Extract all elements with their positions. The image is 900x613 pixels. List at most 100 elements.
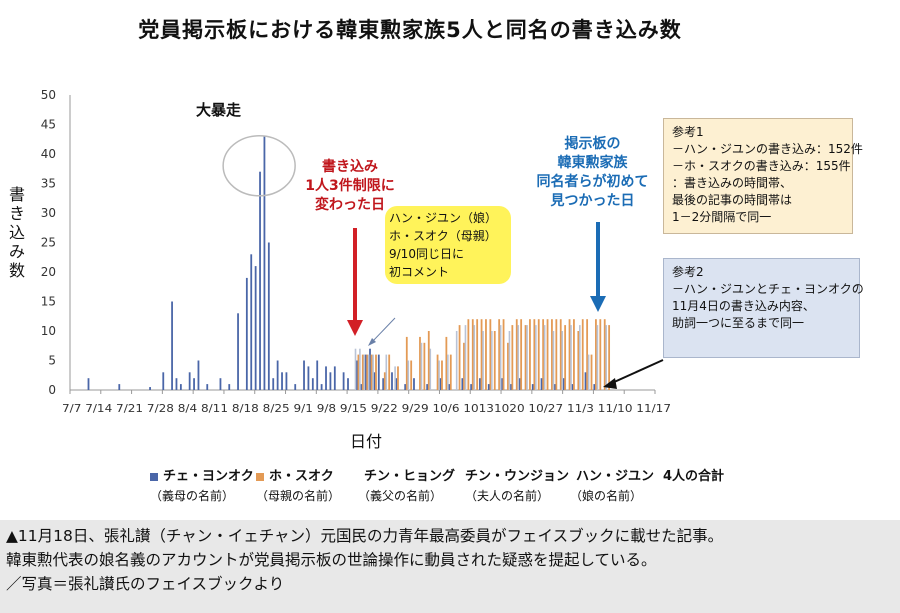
bubble-pointer-line [371, 317, 396, 343]
caption-line: 韓東勲代表の娘名義のアカウントが党員掲示板の世論操作に動員された疑惑を提起してい… [6, 551, 657, 569]
legend-label: 4人の合計 [663, 469, 725, 484]
chart-bar [447, 354, 449, 390]
chart-bar [485, 319, 487, 390]
blue-arrow-head [590, 296, 606, 312]
chart-bar [555, 319, 558, 390]
chart-bar [542, 319, 545, 390]
chart-bar [562, 378, 565, 390]
chart-bar [603, 319, 606, 390]
chart-bar [498, 319, 501, 390]
chart-bar [605, 325, 608, 390]
chart-bar [413, 378, 415, 390]
y-tick-label: 45 [41, 118, 56, 132]
chart-bar [449, 354, 452, 390]
chart-bar [561, 331, 564, 390]
chart-bar [448, 384, 451, 390]
annotation-line: 変わった日 [315, 197, 385, 213]
chart-bar [587, 354, 590, 390]
chart-bar [590, 354, 593, 390]
chart-bar [529, 319, 531, 390]
chart-bar [595, 319, 597, 390]
chart-bar [546, 319, 549, 390]
chart-bar [518, 378, 521, 390]
chart-bar [382, 378, 385, 390]
caption-line: ▲11月18日、張礼讃（チャン・イェチャン）元国民の力青年最高委員がフェイスブッ… [6, 527, 724, 545]
chart-bar [531, 384, 534, 390]
spike-circle [222, 135, 296, 197]
chart-bar [320, 384, 323, 390]
chart-bar [467, 319, 470, 390]
chart-bar [586, 319, 589, 390]
chart-bar [355, 360, 358, 390]
legend-item: チェ・ヨンオク [150, 465, 254, 484]
chart-bar [463, 342, 465, 390]
chart-bar [162, 372, 165, 390]
reference-note-1: 参考1 －ハン・ジユンの書き込み：152件 －ホ・スオクの書き込み：155件 ：… [663, 118, 863, 234]
chart-bar [267, 242, 270, 390]
chart-bar [540, 378, 543, 390]
note-line: 11月4日の書き込み内容、 [672, 299, 815, 313]
y-axis-label: 書 き 込 み 数 [6, 185, 28, 280]
chart-bar [499, 325, 502, 390]
reference-note-2: 参考2 －ハン・ジユンとチェ・ヨンオクの 11月4日の書き込み内容、 助詞一つに… [663, 258, 864, 358]
chart-bar [420, 342, 423, 390]
note-title: 参考1 [672, 125, 704, 139]
chart-bar [375, 354, 377, 390]
legend-swatch-orange [256, 472, 264, 481]
legend-sublabel: （義母の名前） [150, 489, 235, 503]
chart-bar [410, 360, 413, 390]
y-tick-label: 50 [41, 88, 56, 102]
chart-bar [363, 354, 366, 390]
legend-item: ホ・スオク [256, 465, 334, 484]
y-tick-label: 10 [41, 324, 56, 338]
chart-bar [347, 378, 349, 390]
chart-bar [596, 325, 599, 390]
chart-bar [599, 319, 602, 390]
chart-bar [250, 254, 253, 390]
chart-bar [515, 319, 518, 390]
chart-bar [360, 384, 363, 390]
annotation-line: 韓東勲家族 [557, 155, 628, 171]
chart-bar [473, 325, 476, 390]
red-arrow-head [347, 320, 363, 336]
chart-bar [188, 372, 191, 390]
chart-bar [511, 325, 514, 390]
y-axis-label-char: き [8, 204, 25, 223]
chart-bar [307, 366, 310, 390]
photo-caption: ▲11月18日、張礼讃（チャン・イェチャン）元国民の力青年最高委員がフェイスブッ… [0, 520, 900, 613]
note-line: －ハン・ジユンの書き込み：152件 [672, 142, 863, 156]
chart-bar [206, 384, 209, 390]
chart-bar [370, 354, 373, 390]
legend-sublabel: （義父の名前） [358, 489, 443, 503]
annotation-line: ホ・スオク（母親） [389, 229, 497, 243]
chart-bar [552, 331, 555, 390]
y-tick-label: 35 [41, 177, 56, 191]
chart-bar [509, 384, 512, 390]
chart-bar [533, 319, 536, 390]
chart-bar [581, 319, 584, 390]
y-tick-label: 25 [41, 236, 56, 250]
legend-sublabel: （夫人の名前） [465, 489, 550, 503]
chart-bar [493, 331, 496, 390]
chart-bar [479, 378, 481, 390]
chart-bar [445, 336, 448, 390]
chart-bar [571, 384, 574, 390]
chart-bar [149, 387, 151, 390]
y-tick-label: 40 [41, 147, 56, 161]
x-tick-labels: 7/7 7/14 7/21 7/28 8/4 8/11 8/18 8/25 9/… [62, 402, 671, 415]
chart-bar [520, 319, 523, 390]
note-line: －ハン・ジユンとチェ・ヨンオクの [672, 282, 864, 296]
chart-bar [559, 319, 562, 390]
chart-bar [405, 336, 408, 390]
note-line: －ホ・スオクの書き込み：155件 [672, 159, 851, 173]
chart-bar [325, 366, 327, 390]
note2-arrow-head [603, 378, 617, 389]
y-tick-label: 0 [48, 383, 56, 397]
chart-bar [577, 331, 580, 390]
caption-line: ／写真＝張礼讃氏のフェイスブックより [6, 575, 285, 593]
chart-bar [461, 378, 464, 390]
chart-bar [526, 325, 528, 390]
annotation-line: 掲示板の [564, 136, 621, 152]
note-line: 1－2分間隔で同一 [672, 210, 772, 224]
chart-bar [333, 366, 336, 390]
